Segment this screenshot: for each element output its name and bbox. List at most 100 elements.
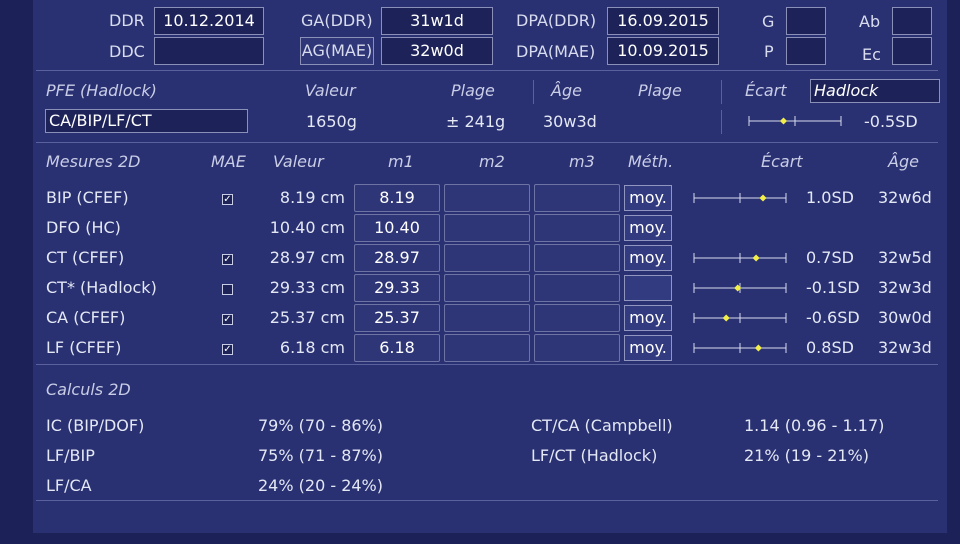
gauge-marker bbox=[722, 314, 730, 322]
pfe-ecart-gauge bbox=[748, 116, 842, 126]
calc-value-lf-ca: 24% (20 - 24%) bbox=[258, 476, 383, 495]
m1-field[interactable]: 10.40 bbox=[354, 214, 440, 242]
separator bbox=[36, 500, 938, 501]
ec-field[interactable] bbox=[892, 37, 932, 65]
calc-label-lf-ct: LF/CT (Hadlock) bbox=[531, 446, 658, 465]
m3-field[interactable] bbox=[534, 214, 620, 242]
ddr-label: DDR bbox=[109, 11, 145, 30]
p-field[interactable] bbox=[786, 37, 826, 65]
m1-field[interactable]: 6.18 bbox=[354, 334, 440, 362]
m3-field[interactable] bbox=[534, 184, 620, 212]
m2-field[interactable] bbox=[444, 304, 530, 332]
gauge-marker bbox=[759, 194, 767, 202]
row-sd: -0.1SD bbox=[806, 278, 860, 297]
m2-field[interactable] bbox=[444, 184, 530, 212]
p-label: P bbox=[764, 42, 774, 61]
row-sd: 1.0SD bbox=[806, 188, 854, 207]
ecart-gauge bbox=[693, 343, 787, 353]
method-button[interactable]: moy. bbox=[624, 215, 672, 241]
col-m3: m3 bbox=[569, 152, 595, 171]
row-name: CA (CFEF) bbox=[46, 308, 126, 327]
pfe-col-plage: Plage bbox=[451, 81, 495, 100]
col-m2: m2 bbox=[479, 152, 505, 171]
method-button[interactable]: moy. bbox=[624, 245, 672, 271]
ecart-gauge bbox=[693, 313, 787, 323]
method-button[interactable] bbox=[624, 275, 672, 301]
pfe-col-valeur: Valeur bbox=[305, 81, 356, 100]
calc-value-lf-bip: 75% (71 - 87%) bbox=[258, 446, 383, 465]
ag-mae-field[interactable]: 32w0d bbox=[381, 37, 493, 65]
m2-field[interactable] bbox=[444, 214, 530, 242]
separator bbox=[36, 142, 938, 143]
mae-checkbox[interactable]: ✓ bbox=[222, 344, 233, 355]
m3-field[interactable] bbox=[534, 304, 620, 332]
mae-checkbox[interactable]: ✓ bbox=[222, 254, 233, 265]
calc-label-ct-ca: CT/CA (Campbell) bbox=[531, 416, 673, 435]
g-field[interactable] bbox=[786, 7, 826, 35]
row-name: CT (CFEF) bbox=[46, 248, 125, 267]
gauge-marker bbox=[752, 254, 760, 262]
pfe-valeur: 1650g bbox=[306, 112, 357, 131]
row-age: 32w3d bbox=[878, 278, 932, 297]
pfe-method-field[interactable]: Hadlock bbox=[810, 79, 940, 103]
m1-field[interactable]: 29.33 bbox=[354, 274, 440, 302]
calc-value-ct-ca: 1.14 (0.96 - 1.17) bbox=[744, 416, 885, 435]
gauge-marker bbox=[734, 284, 742, 292]
pfe-formula-field[interactable]: CA/BIP/LF/CT bbox=[45, 109, 248, 133]
calc-label-lf-bip: LF/BIP bbox=[46, 446, 95, 465]
m1-field[interactable]: 8.19 bbox=[354, 184, 440, 212]
gauge-marker bbox=[779, 117, 788, 125]
col-meth: Méth. bbox=[628, 152, 674, 171]
calc-value-lf-ct: 21% (19 - 21%) bbox=[744, 446, 869, 465]
row-name: DFO (HC) bbox=[46, 218, 121, 237]
mae-checkbox[interactable] bbox=[222, 284, 233, 295]
vertical-divider bbox=[533, 80, 534, 104]
vertical-divider bbox=[721, 110, 722, 134]
mae-checkbox[interactable]: ✓ bbox=[222, 194, 233, 205]
col-ecart: Écart bbox=[761, 152, 803, 171]
row-valeur: 6.18 cm bbox=[279, 338, 345, 357]
m3-field[interactable] bbox=[534, 244, 620, 272]
calc-value-ic: 79% (70 - 86%) bbox=[258, 416, 383, 435]
row-name: BIP (CFEF) bbox=[46, 188, 129, 207]
dpa-ddr-label: DPA(DDR) bbox=[516, 11, 597, 30]
row-sd: 0.8SD bbox=[806, 338, 854, 357]
ag-mae-label[interactable]: AG(MAE) bbox=[300, 37, 374, 65]
ga-ddr-label: GA(DDR) bbox=[301, 11, 373, 30]
pfe-ecart-sd: -0.5SD bbox=[864, 112, 918, 131]
dpa-mae-label: DPA(MAE) bbox=[516, 42, 596, 61]
m2-field[interactable] bbox=[444, 334, 530, 362]
row-age: 32w5d bbox=[878, 248, 932, 267]
method-button[interactable]: moy. bbox=[624, 185, 672, 211]
m2-field[interactable] bbox=[444, 244, 530, 272]
ga-ddr-field[interactable]: 31w1d bbox=[381, 7, 493, 35]
ddc-field[interactable] bbox=[154, 37, 264, 65]
m3-field[interactable] bbox=[534, 334, 620, 362]
method-button[interactable]: moy. bbox=[624, 305, 672, 331]
ab-field[interactable] bbox=[892, 7, 932, 35]
dpa-ddr-field[interactable]: 16.09.2015 bbox=[607, 7, 719, 35]
separator bbox=[36, 70, 938, 71]
m1-field[interactable]: 25.37 bbox=[354, 304, 440, 332]
m2-field[interactable] bbox=[444, 274, 530, 302]
col-age: Âge bbox=[888, 152, 919, 171]
ec-label: Ec bbox=[862, 45, 881, 64]
calc-label-ic: IC (BIP/DOF) bbox=[46, 416, 145, 435]
dpa-mae-field[interactable]: 10.09.2015 bbox=[607, 37, 719, 65]
mae-checkbox[interactable]: ✓ bbox=[222, 314, 233, 325]
pfe-col-ecart: Écart bbox=[745, 81, 787, 100]
ecart-gauge bbox=[693, 283, 787, 293]
m3-field[interactable] bbox=[534, 274, 620, 302]
pfe-plage: ± 241g bbox=[446, 112, 506, 131]
row-sd: -0.6SD bbox=[806, 308, 860, 327]
row-age: 32w6d bbox=[878, 188, 932, 207]
m1-field[interactable]: 28.97 bbox=[354, 244, 440, 272]
calc-label-lf-ca: LF/CA bbox=[46, 476, 92, 495]
row-age: 32w3d bbox=[878, 338, 932, 357]
method-button[interactable]: moy. bbox=[624, 335, 672, 361]
col-mae: MAE bbox=[211, 152, 246, 171]
ddc-label: DDC bbox=[109, 42, 145, 61]
calculs-title: Calculs 2D bbox=[46, 380, 131, 399]
col-valeur: Valeur bbox=[273, 152, 324, 171]
ddr-field[interactable]: 10.12.2014 bbox=[154, 7, 264, 35]
